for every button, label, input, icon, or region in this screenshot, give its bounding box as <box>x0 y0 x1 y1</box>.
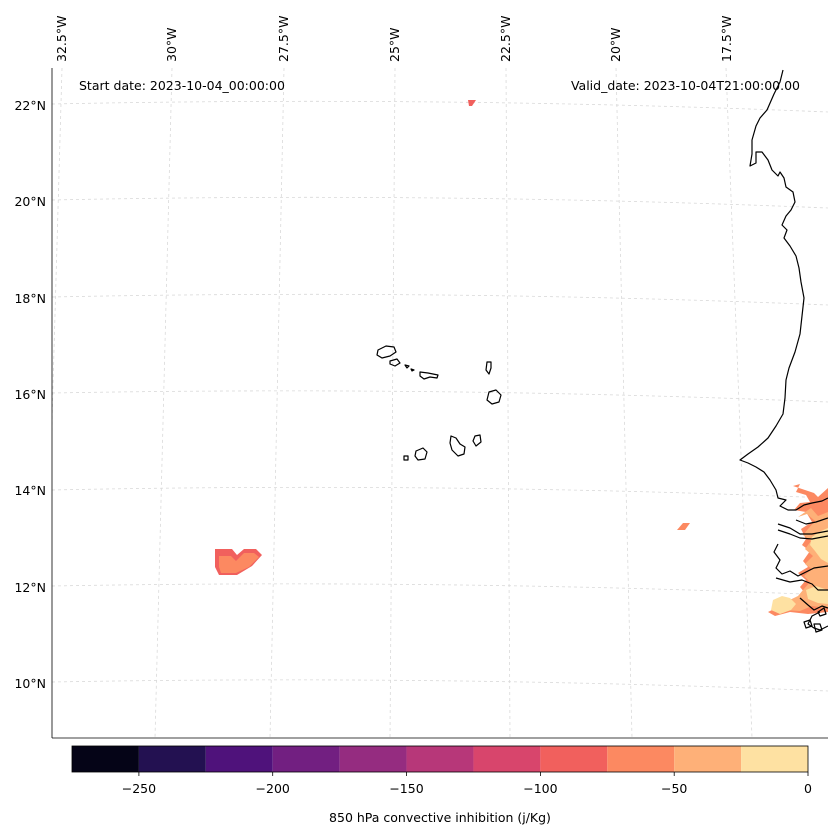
parallel-16n <box>52 390 828 403</box>
colorbar-swatch <box>138 746 206 772</box>
lat-label-20n: 20°N <box>14 194 46 209</box>
island-sao-nicolau <box>419 371 439 380</box>
lon-label-25w: 25°W <box>387 27 402 62</box>
gambia-river-south <box>777 529 828 540</box>
latitude-labels: 22°N 20°N 18°N 16°N 14°N 12°N 10°N <box>14 98 46 691</box>
colorbar-tick-label: 0 <box>804 781 812 796</box>
bijagos-coast <box>799 597 828 611</box>
parallel-20n <box>52 196 828 209</box>
lon-label-20w: 20°W <box>608 27 623 62</box>
lon-label-32-5w: 32.5°W <box>54 16 69 62</box>
island-brava <box>403 455 409 461</box>
lon-label-30w: 30°W <box>164 27 179 62</box>
island-boa-vista <box>486 389 502 405</box>
meridian-20w <box>615 68 633 738</box>
lat-label-12n: 12°N <box>14 580 46 595</box>
coastlines <box>376 69 828 633</box>
meridian-22-5w <box>505 68 511 738</box>
island-fogo <box>414 447 428 461</box>
colorbar-swatch <box>272 746 340 772</box>
meridian-gridlines <box>52 68 753 738</box>
guinea-bissau-coast <box>773 543 828 577</box>
island-raso <box>410 368 415 372</box>
parallel-14n <box>52 486 828 499</box>
island-santo-antao <box>376 345 397 359</box>
parallel-10n <box>52 679 828 692</box>
senegal-border-line <box>795 517 828 525</box>
valid-date-label: Valid_date: 2023-10-04T21:00:00.00 <box>571 78 800 93</box>
lat-label-22n: 22°N <box>14 98 46 113</box>
colorbar-swatch <box>72 746 139 772</box>
map-frame <box>51 68 828 739</box>
colorbar-tick-label: −100 <box>523 781 557 796</box>
cin-patch-far-east <box>820 490 828 505</box>
lat-label-18n: 18°N <box>14 291 46 306</box>
meridian-25w <box>389 68 396 738</box>
colorbar-tick-label: −50 <box>661 781 687 796</box>
bijagos-island-3 <box>817 607 827 617</box>
lat-label-16n: 16°N <box>14 387 46 402</box>
gambia-river-north <box>777 523 828 535</box>
bijagos-island-1 <box>803 619 813 629</box>
colorbar-swatch <box>674 746 742 772</box>
colorbar-swatch <box>473 746 541 772</box>
island-santiago <box>449 435 466 457</box>
cin-coast-inner-south <box>771 596 796 614</box>
colorbar-tick-label: −200 <box>256 781 290 796</box>
parallel-18n <box>52 293 828 306</box>
colorbar: −250 −200 −150 −100 −50 0 850 hPa convec… <box>71 745 812 825</box>
parallel-gridlines <box>52 100 828 692</box>
colorbar-swatch <box>741 746 808 772</box>
colorbar-swatch <box>205 746 273 772</box>
parallel-12n <box>52 583 828 596</box>
colorbar-tick-labels: −250 −200 −150 −100 −50 0 <box>122 781 812 796</box>
lon-label-17-5w: 17.5°W <box>719 16 734 62</box>
guinea-border-line <box>775 577 828 591</box>
lat-label-14n: 14°N <box>14 483 46 498</box>
colorbar-label: 850 hPa convective inhibition (j/Kg) <box>329 810 551 825</box>
colorbar-tick-label: −150 <box>389 781 423 796</box>
african-coastline <box>739 69 828 511</box>
island-sao-vicente <box>389 358 401 367</box>
colorbar-tick-label: −250 <box>122 781 156 796</box>
cin-patch-west-inner <box>219 553 259 573</box>
cin-patch-north <box>468 100 476 106</box>
colorbar-swatch <box>406 746 474 772</box>
bijagos-island-2 <box>813 623 823 633</box>
colorbar-swatches <box>72 746 808 772</box>
map-area <box>52 68 828 738</box>
colorbar-frame <box>71 745 809 773</box>
start-date-label: Start date: 2023-10-04_00:00:00 <box>79 78 285 93</box>
island-maio <box>472 434 482 447</box>
island-sal <box>485 361 492 375</box>
colorbar-swatch <box>339 746 407 772</box>
meridian-30w <box>154 68 173 738</box>
meridian-17-5w <box>725 68 753 738</box>
lat-label-10n: 10°N <box>14 676 46 691</box>
island-santa-luzia <box>404 364 410 369</box>
longitude-labels: 32.5°W 30°W 27.5°W 25°W 22.5°W 20°W 17.5… <box>54 16 734 62</box>
lon-label-22-5w: 22.5°W <box>498 16 513 62</box>
meridian-27-5w <box>269 68 285 738</box>
cin-patch-east-small <box>677 523 690 530</box>
colorbar-ticks <box>138 772 809 776</box>
colorbar-swatch <box>540 746 608 772</box>
parallel-22n <box>52 100 828 113</box>
lon-label-27-5w: 27.5°W <box>276 16 291 62</box>
colorbar-swatch <box>607 746 675 772</box>
